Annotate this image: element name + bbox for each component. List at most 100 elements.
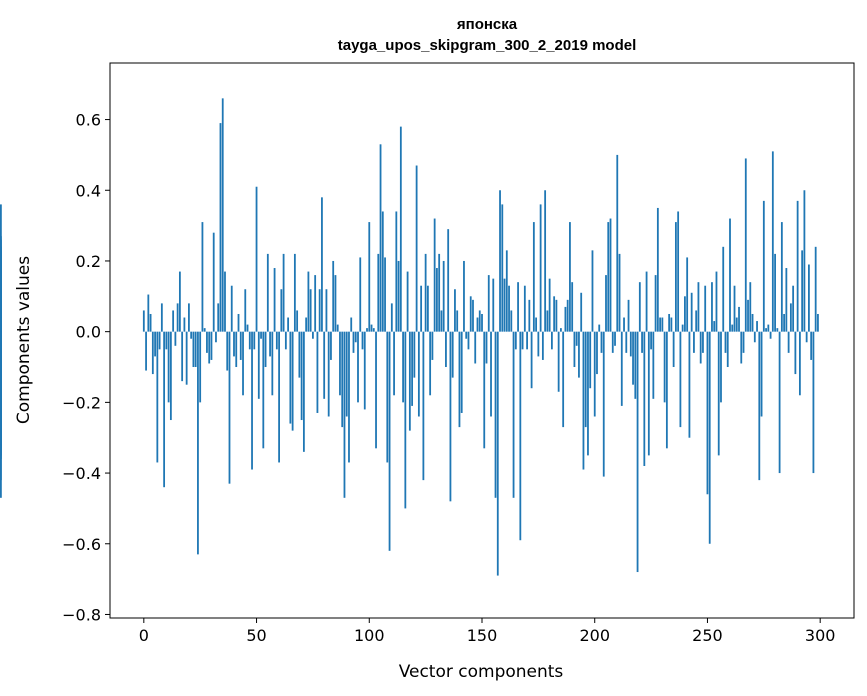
plot-frame (109, 62, 855, 619)
bar-172 (530, 331, 533, 389)
bar-145 (469, 296, 472, 332)
bar-71 (302, 331, 305, 452)
bar-98 (363, 331, 366, 410)
bar-undefined (0, 331, 2, 445)
bar-239 (681, 324, 684, 332)
bar-23 (194, 331, 197, 368)
bar-273 (758, 331, 761, 481)
bar-19 (185, 331, 188, 385)
bar-176 (539, 204, 542, 332)
bar-118 (408, 331, 411, 431)
bar-256 (720, 331, 722, 403)
bar-244 (693, 331, 695, 353)
bar-60 (278, 331, 280, 463)
bar-188 (566, 299, 569, 332)
bar-280 (774, 253, 776, 332)
bar-177 (541, 331, 544, 360)
bar-94 (354, 331, 357, 343)
bar-227 (654, 275, 657, 332)
bar-103 (375, 331, 377, 449)
bar-186 (562, 331, 565, 428)
bar-76 (314, 275, 317, 332)
bar-0 (142, 310, 145, 332)
bar-166 (517, 282, 519, 332)
bar-28 (206, 331, 208, 353)
bar-104 (377, 253, 380, 332)
bar-204 (602, 331, 605, 477)
bar-125 (424, 253, 427, 332)
bar-123 (420, 285, 423, 332)
bar-35 (221, 98, 224, 332)
bar-249 (704, 285, 707, 332)
bar-56 (269, 331, 271, 357)
bar-262 (733, 285, 736, 332)
bar-108 (386, 331, 389, 463)
bar-42 (237, 313, 240, 332)
bar-73 (307, 271, 310, 332)
bar-218 (634, 331, 637, 399)
bar-269 (749, 282, 752, 332)
bar-225 (650, 331, 652, 350)
bar-64 (287, 317, 290, 332)
bar-154 (490, 331, 492, 417)
bar-220 (638, 282, 641, 332)
bar-255 (717, 331, 720, 456)
bar-68 (296, 310, 299, 332)
bar-43 (239, 331, 242, 360)
bar-80 (323, 331, 326, 399)
bar-219 (636, 331, 639, 573)
bar-162 (508, 285, 510, 332)
bar-178 (544, 190, 547, 332)
bar-63 (284, 331, 287, 350)
bar-137 (451, 331, 454, 378)
bar-105 (379, 144, 382, 332)
bar-1 (145, 331, 147, 371)
bar-55 (266, 253, 269, 332)
bar-277 (767, 324, 770, 332)
bar-89 (343, 331, 346, 498)
bar-95 (357, 331, 359, 403)
bar-116 (404, 331, 407, 509)
bar-207 (609, 218, 612, 332)
bar-92 (350, 317, 353, 332)
bar-281 (776, 328, 779, 332)
bar-62 (282, 253, 285, 332)
bar-231 (663, 331, 666, 403)
bar-54 (264, 331, 267, 368)
bar-184 (557, 331, 560, 392)
bar-10 (165, 331, 168, 350)
bar-131 (438, 253, 441, 332)
bar-143 (465, 331, 468, 339)
bar-14 (174, 331, 177, 346)
bar-75 (312, 331, 314, 339)
bar-206 (607, 222, 610, 332)
bar-252 (711, 282, 713, 332)
bar-236 (674, 222, 677, 332)
bar-126 (426, 285, 429, 332)
bar-22 (192, 331, 195, 368)
bar-29 (208, 331, 211, 364)
bar-286 (787, 331, 790, 353)
bar-216 (629, 331, 632, 357)
bar-165 (514, 331, 517, 350)
bar-113 (397, 260, 400, 332)
bar-233 (668, 313, 671, 332)
bar-114 (399, 126, 402, 332)
bar-173 (532, 222, 535, 332)
bar-119 (411, 331, 414, 406)
bar-132 (440, 310, 443, 332)
bar-197 (587, 331, 589, 456)
bar-86 (336, 324, 339, 332)
bar-261 (731, 324, 734, 332)
bar-201 (596, 331, 598, 375)
x-axis-label: Vector components (399, 662, 564, 682)
bar-229 (659, 317, 662, 332)
bar-31 (212, 232, 215, 332)
chart-subtitle: tayga_upos_skipgram_300_2_2019 model (338, 37, 637, 54)
bar-32 (215, 331, 217, 343)
bar-90 (345, 331, 348, 417)
bar-70 (300, 331, 303, 421)
bar-267 (744, 158, 747, 332)
x-tick-label: 50 (246, 626, 266, 645)
bar-282 (778, 331, 781, 474)
